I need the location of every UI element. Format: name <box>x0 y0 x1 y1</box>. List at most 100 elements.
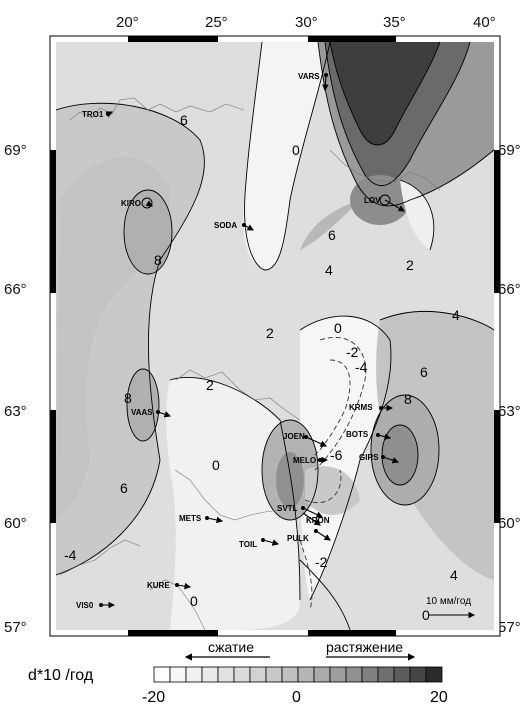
legend: сжатие растяжение -20 0 20 <box>142 639 448 706</box>
station-marker <box>379 194 391 206</box>
lat-label-69-left: 69° <box>4 142 27 159</box>
contour-label: 2 <box>406 257 414 273</box>
contour-label: 8 <box>124 390 132 406</box>
legend-swatch <box>377 666 395 683</box>
contour-label: 0 <box>292 142 300 158</box>
station-label-kiro: KIRO <box>121 199 141 208</box>
station-marker <box>381 455 385 459</box>
contour-label: 0 <box>212 457 220 473</box>
station-label-kure: KURE <box>147 581 170 590</box>
legend-swatch <box>201 666 219 683</box>
legend-color-bar <box>153 666 443 683</box>
station-label-kron: KRON <box>306 516 330 525</box>
station-marker <box>324 73 328 77</box>
station-marker <box>99 603 103 607</box>
legend-swatch <box>153 666 171 683</box>
lat-label-69-right: 69° <box>498 142 521 159</box>
legend-swatch <box>329 666 347 683</box>
lon-label-25-top: 25° <box>205 14 228 31</box>
legend-title: d*10 /год <box>28 667 94 684</box>
lat-label-57-right: 57° <box>498 619 521 636</box>
legend-swatch <box>297 666 315 683</box>
legend-compression-label: сжатие <box>208 639 254 655</box>
station-label-mets: METS <box>179 514 202 523</box>
contour-label: 6 <box>120 480 128 496</box>
lat-label-66-right: 66° <box>498 281 521 298</box>
lat-label-66-left: 66° <box>4 281 27 298</box>
legend-swatch <box>425 666 443 683</box>
station-marker <box>141 197 153 209</box>
station-label-svtl: SVTL <box>277 504 298 513</box>
contour-label: -2 <box>346 344 359 360</box>
station-label-bots: BOTS <box>346 430 369 439</box>
station-marker <box>379 406 383 410</box>
station-label-lov: LOV <box>364 196 381 205</box>
contour-label: 4 <box>450 567 458 583</box>
legend-swatch <box>345 666 363 683</box>
station-marker <box>304 435 308 439</box>
legend-swatch <box>233 666 251 683</box>
station-marker <box>318 458 322 462</box>
lat-label-60-left: 60° <box>4 515 27 532</box>
contour-label: 2 <box>206 377 214 393</box>
station-markers <box>99 73 391 607</box>
station-marker <box>314 529 318 533</box>
station-marker <box>242 223 246 227</box>
station-labels: TRO1 KIRO SODA VARS LOV VAAS KRMS BOTS J… <box>76 72 381 610</box>
legend-swatch <box>313 666 331 683</box>
contour-label: -4 <box>355 359 368 375</box>
lon-label-35-top: 35° <box>383 14 406 31</box>
legend-tick-zero: 0 <box>292 689 301 706</box>
contour-label: 0 <box>334 320 342 336</box>
lon-label-30-top: 30° <box>295 14 318 31</box>
legend-tick-max: 20 <box>430 689 448 706</box>
contour-label: 0 <box>422 607 430 623</box>
station-label-soda: SODA <box>214 221 237 230</box>
legend-swatch <box>265 666 283 683</box>
velocity-scale-label: 10 мм/год <box>426 596 471 607</box>
lat-label-57-left: 57° <box>4 619 27 636</box>
legend-swatch <box>185 666 203 683</box>
contour-label: 8 <box>404 391 412 407</box>
contour-label: 4 <box>452 307 460 323</box>
contour-label: -6 <box>330 447 343 463</box>
contour-label: 6 <box>420 364 428 380</box>
legend-extension-label: растяжение <box>326 639 403 655</box>
station-marker <box>175 583 179 587</box>
lat-label-60-right: 60° <box>498 515 521 532</box>
station-label-tro1: TRO1 <box>82 110 104 119</box>
contour-label: 2 <box>266 325 274 341</box>
contour-label: -4 <box>64 547 77 563</box>
station-marker <box>156 410 160 414</box>
contour-labels: 6 0 8 6 4 2 2 0 -2 -4 4 6 8 2 8 6 0 -6 -… <box>64 112 460 623</box>
station-marker <box>261 538 265 542</box>
contour-field <box>56 42 494 630</box>
lat-label-63-right: 63° <box>498 403 521 420</box>
legend-swatch <box>409 666 427 683</box>
station-label-joen: JOEN <box>283 432 305 441</box>
legend-swatch <box>217 666 235 683</box>
legend-swatch <box>281 666 299 683</box>
station-marker <box>205 516 209 520</box>
station-label-vars: VARS <box>298 72 320 81</box>
contour-label: 0 <box>190 593 198 609</box>
contour-label: 6 <box>328 227 336 243</box>
station-label-krms: KRMS <box>349 403 373 412</box>
station-label-vis0: VIS0 <box>76 601 94 610</box>
station-label-toil: TOIL <box>239 540 257 549</box>
contour-label: 4 <box>325 262 333 278</box>
station-label-girs: GIRS <box>359 453 379 462</box>
contour-label: 8 <box>154 252 162 268</box>
legend-swatch <box>249 666 267 683</box>
station-label-melo: MELO <box>293 456 316 465</box>
contour-label: 6 <box>180 112 188 128</box>
station-marker <box>301 506 305 510</box>
lat-label-63-left: 63° <box>4 403 27 420</box>
legend-swatch <box>361 666 379 683</box>
legend-swatch <box>393 666 411 683</box>
contour-label: -2 <box>315 554 328 570</box>
legend-tick-min: -20 <box>142 689 165 706</box>
station-label-vaas: VAAS <box>131 408 153 417</box>
legend-swatch <box>169 666 187 683</box>
